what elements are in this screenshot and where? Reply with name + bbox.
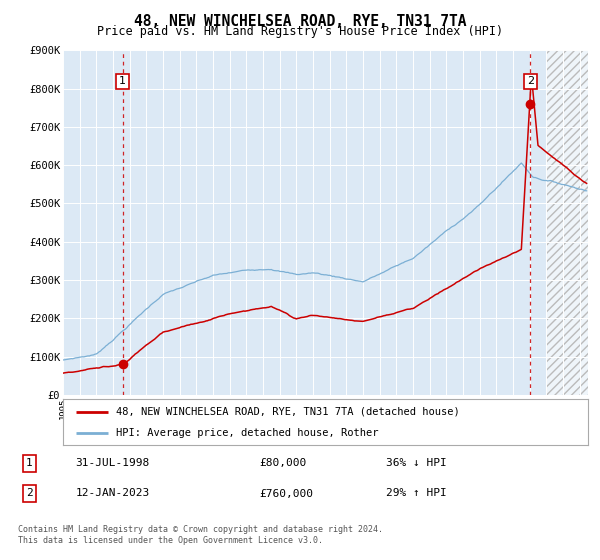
Text: HPI: Average price, detached house, Rother: HPI: Average price, detached house, Roth… xyxy=(115,428,378,438)
Text: £760,000: £760,000 xyxy=(260,488,314,498)
Text: 31-JUL-1998: 31-JUL-1998 xyxy=(76,459,149,468)
Text: 1: 1 xyxy=(26,459,32,468)
Text: Price paid vs. HM Land Registry's House Price Index (HPI): Price paid vs. HM Land Registry's House … xyxy=(97,25,503,38)
Text: 48, NEW WINCHELSEA ROAD, RYE, TN31 7TA (detached house): 48, NEW WINCHELSEA ROAD, RYE, TN31 7TA (… xyxy=(115,407,459,417)
Text: 1: 1 xyxy=(119,76,126,86)
Text: 2: 2 xyxy=(26,488,32,498)
Text: 2: 2 xyxy=(527,76,534,86)
Text: 12-JAN-2023: 12-JAN-2023 xyxy=(76,488,149,498)
Bar xyxy=(547,50,588,395)
Text: 36% ↓ HPI: 36% ↓ HPI xyxy=(386,459,447,468)
Text: 29% ↑ HPI: 29% ↑ HPI xyxy=(386,488,447,498)
Text: 48, NEW WINCHELSEA ROAD, RYE, TN31 7TA: 48, NEW WINCHELSEA ROAD, RYE, TN31 7TA xyxy=(134,14,466,29)
Bar xyxy=(547,50,588,395)
Text: Contains HM Land Registry data © Crown copyright and database right 2024.
This d: Contains HM Land Registry data © Crown c… xyxy=(18,525,383,545)
Text: £80,000: £80,000 xyxy=(260,459,307,468)
